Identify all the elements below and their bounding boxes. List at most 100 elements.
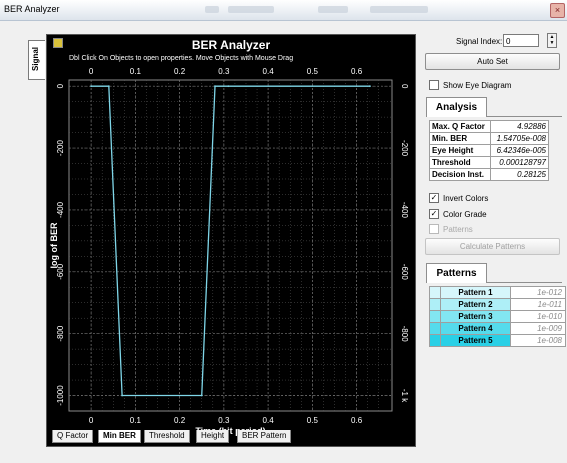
- pattern-name: Pattern 5: [440, 334, 511, 347]
- pattern-color-swatch[interactable]: [429, 310, 441, 323]
- data-point: [200, 394, 203, 397]
- y-tick-label-left: -600: [56, 263, 65, 280]
- checkbox-box[interactable]: [429, 224, 439, 234]
- plot-options-icon[interactable]: [53, 38, 63, 48]
- x-tick-label-top: 0: [89, 67, 94, 76]
- pattern-value[interactable]: 1e-010: [510, 310, 566, 323]
- data-point: [121, 394, 123, 397]
- analysis-value: 1.54705e-008: [490, 132, 549, 145]
- spin-down-icon[interactable]: ▼: [549, 40, 555, 46]
- tab-min-ber[interactable]: Min BER: [98, 430, 141, 443]
- color-grade-checkbox[interactable]: ✓ Color Grade: [429, 209, 487, 219]
- y-tick-label-left: -800: [56, 325, 65, 342]
- signal-index-input[interactable]: 0: [503, 34, 539, 47]
- tab-analysis[interactable]: Analysis: [426, 97, 487, 117]
- x-tick-label-bottom: 0.1: [130, 416, 142, 425]
- patterns-checkbox[interactable]: Patterns: [429, 224, 473, 234]
- signal-index-spinner[interactable]: ▲ ▼: [547, 33, 557, 48]
- pattern-name: Pattern 1: [440, 286, 511, 299]
- plot-instructions: Dbl Click On Objects to open properties.…: [69, 55, 294, 62]
- analysis-row: Eye Height 6.42346e-005: [428, 144, 549, 157]
- y-tick-label-left: -400: [56, 201, 65, 218]
- patterns-checkbox-label: Patterns: [443, 224, 473, 234]
- blurred-taskbar-item: [370, 6, 428, 13]
- ber-plot-panel[interactable]: BER Analyzer Dbl Click On Objects to ope…: [46, 34, 416, 447]
- x-axis-label: Time (bit period): [195, 426, 265, 436]
- pattern-value[interactable]: 1e-011: [510, 298, 566, 311]
- calculate-patterns-button[interactable]: Calculate Patterns: [425, 238, 560, 255]
- data-point: [90, 85, 93, 88]
- x-tick-label-top: 0.2: [174, 67, 186, 76]
- auto-set-button[interactable]: Auto Set: [425, 53, 560, 70]
- title-bar: BER Analyzer ×: [0, 0, 567, 21]
- x-tick-label-bottom: 0.2: [174, 416, 186, 425]
- y-tick-label-right: -600: [400, 264, 409, 281]
- tab-q-factor[interactable]: Q Factor: [52, 430, 94, 443]
- tab-patterns[interactable]: Patterns: [426, 263, 487, 283]
- y-tick-label-right: -800: [400, 326, 409, 343]
- y-tick-label-right: 0: [400, 84, 409, 89]
- checkbox-box[interactable]: ✓: [429, 193, 439, 203]
- analysis-key: Max. Q Factor: [428, 120, 492, 133]
- pattern-row[interactable]: Pattern 3 1e-010: [429, 310, 566, 323]
- data-point: [107, 85, 110, 88]
- analysis-key: Eye Height: [428, 144, 492, 157]
- analysis-key: Decision Inst.: [428, 168, 492, 181]
- checkbox-box[interactable]: [429, 80, 439, 90]
- pattern-color-swatch[interactable]: [429, 322, 441, 335]
- window-title: BER Analyzer: [4, 4, 60, 14]
- pattern-name: Pattern 4: [440, 322, 511, 335]
- y-tick-label-right: -200: [400, 140, 409, 157]
- x-tick-label-top: 0.1: [130, 67, 142, 76]
- pattern-color-swatch[interactable]: [429, 298, 441, 311]
- y-tick-label-left: -1000: [56, 385, 65, 406]
- analysis-row: Threshold 0.000128797: [428, 156, 549, 169]
- pattern-value[interactable]: 1e-012: [510, 286, 566, 299]
- y-tick-label-left: 0: [56, 83, 65, 88]
- analysis-value: 0.28125: [490, 168, 549, 181]
- show-eye-diagram-label: Show Eye Diagram: [443, 80, 512, 90]
- pattern-row[interactable]: Pattern 5 1e-008: [429, 334, 566, 347]
- blurred-taskbar-item: [318, 6, 348, 13]
- pattern-name: Pattern 3: [440, 310, 511, 323]
- ber-chart[interactable]: 0 0 0.1 0.1 0.2 0.2 0.3 0.3 0.4 0.4 0.5 0.5 0.6 0.6 0 0…: [47, 35, 415, 446]
- tab-signal-label: Signal: [31, 46, 40, 71]
- checkbox-box[interactable]: ✓: [429, 209, 439, 219]
- analysis-value: 4.92886: [490, 120, 549, 133]
- tab-divider: [487, 282, 562, 283]
- pattern-name: Pattern 2: [440, 298, 511, 311]
- pattern-row[interactable]: Pattern 4 1e-009: [429, 322, 566, 335]
- pattern-value[interactable]: 1e-009: [510, 322, 566, 335]
- tab-signal[interactable]: Signal: [28, 40, 45, 80]
- pattern-color-swatch[interactable]: [429, 334, 441, 347]
- signal-index-label: Signal Index:: [456, 37, 503, 46]
- pattern-value[interactable]: 1e-008: [510, 334, 566, 347]
- data-point: [227, 85, 230, 88]
- y-tick-label-right: -400: [400, 202, 409, 219]
- data-point: [214, 85, 216, 88]
- tab-height[interactable]: Height: [196, 430, 230, 443]
- spin-up-icon[interactable]: ▲: [549, 34, 555, 40]
- pattern-row[interactable]: Pattern 2 1e-011: [429, 298, 566, 311]
- plot-bottom-tabs: Q Factor Min BER Threshold Height BER Pa…: [46, 430, 414, 444]
- x-tick-label-bottom: 0.6: [351, 416, 363, 425]
- pattern-color-swatch[interactable]: [429, 286, 441, 299]
- blurred-taskbar-item: [228, 6, 274, 13]
- data-point: [368, 85, 371, 88]
- x-tick-label-bottom: 0: [89, 416, 94, 425]
- blurred-taskbar-item: [205, 6, 219, 13]
- analysis-row: Decision Inst. 0.28125: [428, 168, 549, 181]
- close-icon[interactable]: ×: [550, 3, 565, 18]
- invert-colors-checkbox[interactable]: ✓ Invert Colors: [429, 193, 488, 203]
- pattern-row[interactable]: Pattern 1 1e-012: [429, 286, 566, 299]
- tab-ber-pattern[interactable]: BER Pattern: [237, 430, 292, 443]
- x-tick-label-top: 0.5: [307, 67, 319, 76]
- analysis-key: Min. BER: [428, 132, 492, 145]
- x-tick-label-bottom: 0.5: [307, 416, 319, 425]
- analysis-value: 6.42346e-005: [490, 144, 549, 157]
- tab-threshold[interactable]: Threshold: [144, 430, 190, 443]
- y-tick-label-right: -1 k: [400, 389, 409, 403]
- show-eye-diagram-checkbox[interactable]: Show Eye Diagram: [429, 80, 511, 90]
- x-tick-label-top: 0.6: [351, 67, 363, 76]
